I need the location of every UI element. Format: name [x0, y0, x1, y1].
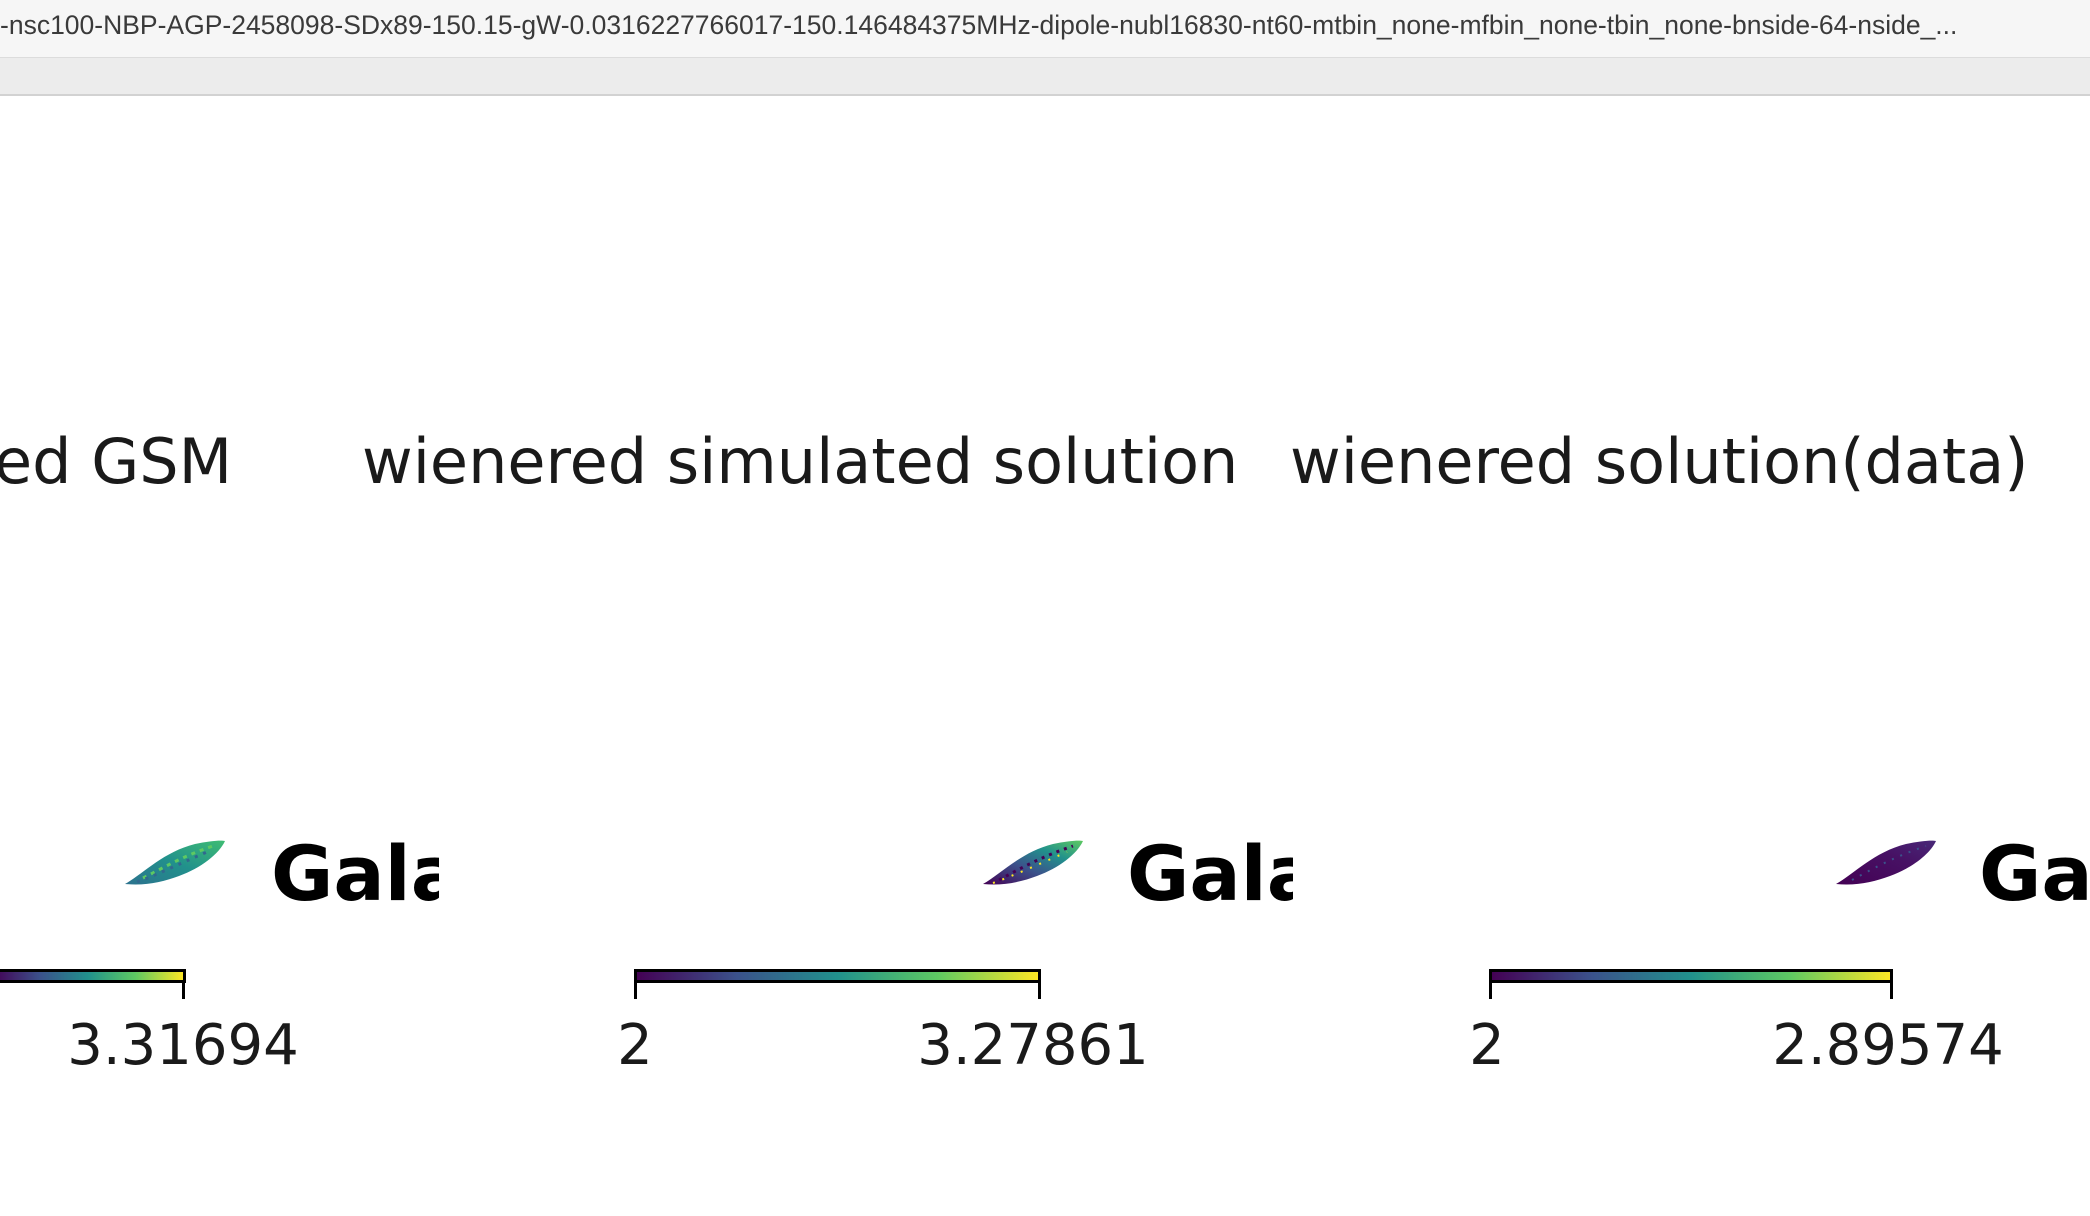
colorbar-min-tick	[634, 983, 637, 999]
window-titlebar[interactable]: -nsc100-NBP-AGP-2458098-SDx89-150.15-gW-…	[0, 0, 2090, 58]
colorbar-max-label: 3.27861	[917, 1013, 1149, 1078]
colorbar	[1489, 969, 1893, 983]
window-toolbar	[0, 58, 2090, 96]
colorbar-max-label: 2.89574	[1772, 1013, 2004, 1078]
galaxy-label: Ga	[1979, 836, 2090, 912]
galaxy-label: Gala	[271, 836, 439, 912]
galaxy-label: Gala	[1127, 836, 1293, 912]
colorbar-min-label: 2	[617, 1013, 653, 1078]
colorbar-max-label: 3.31694	[67, 1013, 299, 1078]
panel-title: ed GSM	[0, 425, 233, 498]
galaxy-map-icon	[1836, 840, 1936, 885]
colorbar	[0, 969, 186, 983]
window-title: -nsc100-NBP-AGP-2458098-SDx89-150.15-gW-…	[0, 10, 1958, 40]
colorbar	[634, 969, 1041, 983]
panel-title: wienered simulated solution	[362, 425, 1239, 498]
galaxy-map-icon	[983, 840, 1083, 885]
colorbar-max-tick	[1890, 983, 1893, 999]
colorbar-max-tick	[1038, 983, 1041, 999]
galaxy-map-icon	[125, 840, 225, 885]
colorbar-min-label: 2	[1469, 1013, 1505, 1078]
colorbar-max-tick	[182, 983, 185, 999]
colorbar-min-tick	[1489, 983, 1492, 999]
panel-title: wienered solution(data)	[1290, 425, 2029, 498]
figure-canvas: ed GSM Gala 3.31694 wienered s	[0, 96, 2090, 1216]
